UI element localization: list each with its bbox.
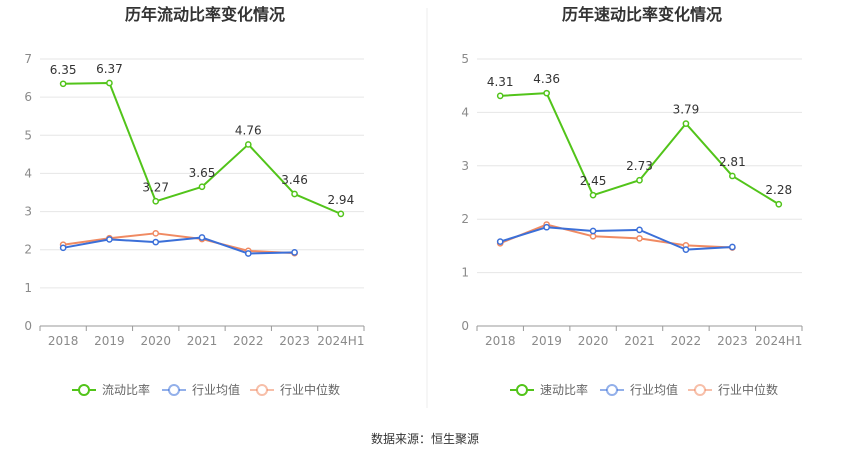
series-line bbox=[63, 232, 295, 255]
data-label: 3.27 bbox=[142, 180, 169, 194]
x-tick-label: 2023 bbox=[717, 334, 748, 348]
data-label: 3.46 bbox=[281, 173, 308, 187]
data-point bbox=[291, 190, 298, 198]
quick-ratio-chart: 历年速动比率变化情况 0 1 2 3 4 5 2018 2019 2020 2021 2022 2023… bbox=[461, 5, 803, 397]
data-label: 2.73 bbox=[626, 159, 653, 173]
data-point bbox=[244, 141, 252, 148]
y-tick-label: 5 bbox=[461, 52, 469, 66]
data-point bbox=[152, 197, 160, 205]
x-tick-label: 2018 bbox=[48, 334, 79, 348]
data-label: 3.79 bbox=[673, 103, 700, 117]
y-tick-label: 3 bbox=[24, 205, 32, 219]
data-label: 4.31 bbox=[487, 75, 514, 89]
x-tick-label: 2022 bbox=[671, 334, 702, 348]
data-point bbox=[682, 120, 690, 127]
data-point bbox=[152, 229, 160, 237]
data-label: 4.36 bbox=[533, 72, 560, 86]
data-point bbox=[337, 210, 345, 218]
series-line bbox=[62, 236, 295, 255]
chart-title: 历年流动比率变化情况 bbox=[125, 5, 285, 24]
data-point bbox=[589, 227, 597, 235]
legend-swatch-marker bbox=[168, 384, 180, 396]
x-tick-label: 2019 bbox=[531, 334, 562, 348]
current-ratio-chart: 历年流动比率变化情况 0 1 2 3 4 5 6 7 2018 2019 2020 2021 2022 20… bbox=[24, 5, 365, 397]
data-point bbox=[59, 80, 67, 88]
data-point bbox=[543, 223, 550, 231]
x-tick-label: 2019 bbox=[94, 334, 125, 348]
y-tick-label: 1 bbox=[24, 281, 32, 295]
y-tick-label: 7 bbox=[24, 52, 32, 66]
legend-label: 行业中位数 bbox=[718, 382, 778, 397]
y-tick-label: 2 bbox=[24, 243, 32, 257]
data-point bbox=[198, 234, 206, 241]
x-tick-label: 2021 bbox=[624, 334, 655, 348]
series-line bbox=[63, 82, 342, 215]
y-tick-label: 0 bbox=[461, 319, 469, 333]
data-point bbox=[636, 176, 643, 184]
legend-swatch-marker bbox=[78, 384, 90, 396]
data-point bbox=[106, 79, 113, 87]
x-tick-label: 2024H1 bbox=[755, 334, 802, 348]
data-label: 2.94 bbox=[327, 193, 354, 207]
data-point bbox=[682, 246, 690, 253]
series-line bbox=[499, 223, 733, 249]
series-line bbox=[500, 92, 780, 206]
data-point bbox=[775, 200, 783, 208]
data-label: 4.76 bbox=[235, 123, 262, 137]
data-label: 6.35 bbox=[50, 63, 77, 77]
y-tick-label: 6 bbox=[24, 90, 32, 104]
series-line bbox=[499, 226, 733, 251]
data-point bbox=[636, 235, 643, 242]
data-label: 2.81 bbox=[719, 155, 746, 169]
data-point bbox=[589, 232, 597, 240]
x-tick-label: 2020 bbox=[140, 334, 171, 348]
legend-label: 速动比率 bbox=[540, 382, 588, 397]
legend-label: 行业均值 bbox=[192, 382, 240, 397]
chart-title: 历年速动比率变化情况 bbox=[562, 5, 722, 24]
legend-label: 流动比率 bbox=[102, 382, 150, 397]
data-point bbox=[636, 226, 643, 234]
data-point bbox=[152, 238, 160, 246]
x-tick-label: 2022 bbox=[233, 334, 264, 348]
legend-label: 行业均值 bbox=[630, 382, 678, 397]
y-tick-label: 5 bbox=[24, 128, 32, 142]
data-label: 2.45 bbox=[580, 174, 607, 188]
legend-swatch-marker bbox=[694, 384, 706, 396]
data-point bbox=[59, 244, 67, 252]
data-point bbox=[496, 238, 504, 245]
y-tick-label: 1 bbox=[461, 266, 469, 280]
legend-label: 行业中位数 bbox=[280, 382, 340, 397]
data-point bbox=[106, 236, 113, 243]
y-tick-label: 2 bbox=[461, 212, 469, 226]
x-tick-label: 2024H1 bbox=[317, 334, 364, 348]
data-point bbox=[589, 191, 597, 199]
legend-swatch-marker bbox=[256, 384, 268, 396]
data-label: 6.37 bbox=[96, 62, 123, 76]
x-tick-label: 2018 bbox=[485, 334, 516, 348]
y-tick-label: 4 bbox=[24, 166, 32, 180]
source-note: 数据来源：恒生聚源 bbox=[371, 431, 479, 446]
data-point bbox=[198, 183, 206, 191]
legend-swatch-marker bbox=[606, 384, 618, 396]
data-point bbox=[244, 250, 252, 257]
data-point bbox=[729, 243, 736, 251]
data-point bbox=[543, 89, 550, 97]
data-label: 2.28 bbox=[765, 183, 792, 197]
y-tick-label: 3 bbox=[461, 159, 469, 173]
y-tick-label: 0 bbox=[24, 319, 32, 333]
x-tick-label: 2020 bbox=[578, 334, 609, 348]
data-point bbox=[291, 249, 298, 256]
x-tick-label: 2023 bbox=[279, 334, 310, 348]
data-point bbox=[496, 92, 504, 100]
legend-swatch-marker bbox=[516, 384, 528, 396]
x-tick-label: 2021 bbox=[187, 334, 218, 348]
data-point bbox=[729, 172, 736, 180]
y-tick-label: 4 bbox=[461, 105, 469, 119]
data-label: 3.65 bbox=[189, 166, 216, 180]
